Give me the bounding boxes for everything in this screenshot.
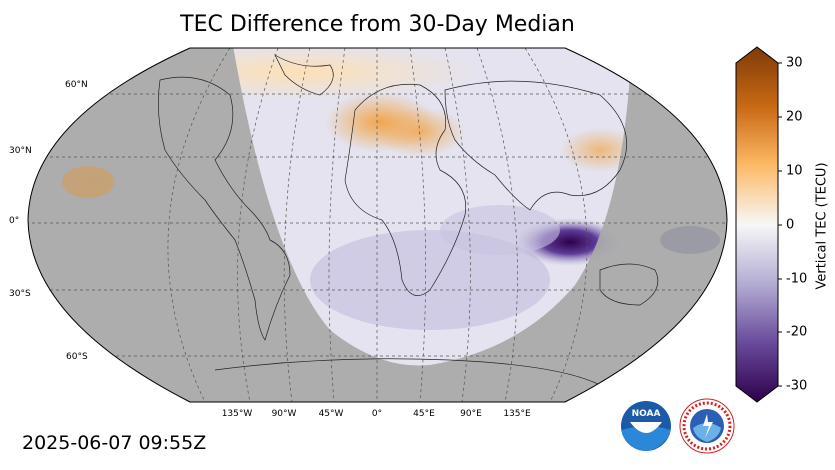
lon-label-0: 0°	[371, 409, 383, 419]
lon-label-135w: 135°W	[221, 409, 253, 419]
colorbar-label: Vertical TEC (TECU)	[814, 162, 830, 290]
cool-anomaly-equator	[440, 205, 560, 255]
colorbar-tick-20: 20	[786, 109, 803, 125]
lon-label-45w: 45°W	[318, 409, 344, 419]
cool-anomaly-south	[310, 230, 550, 330]
lat-label-30s: 30°S	[9, 289, 31, 299]
lon-label-45e: 45°E	[413, 409, 435, 419]
lat-label-60s: 60°S	[66, 352, 88, 362]
warm-anomaly-night	[62, 166, 114, 198]
colorbar-tick-30: 30	[786, 55, 803, 71]
map-border	[27, 47, 728, 403]
map-title: TEC Difference from 30-Day Median	[180, 12, 575, 37]
noaa-logo: NOAA	[621, 401, 671, 451]
colorbar-tick-0: 0	[786, 217, 795, 233]
colorbar	[735, 46, 779, 403]
colorbar-tick-neg20: -20	[786, 324, 808, 340]
lat-label-0: 0°	[9, 216, 20, 226]
colorbar-tick-neg10: -10	[786, 271, 808, 287]
colorbar-tick-neg30: -30	[786, 378, 808, 394]
lon-label-90e: 90°E	[460, 409, 482, 419]
graticule	[28, 48, 727, 402]
lon-label-90w: 90°W	[271, 409, 297, 419]
nws-logo	[679, 398, 735, 454]
warm-anomaly-europe-east	[375, 107, 465, 157]
lon-label-135e: 135°E	[503, 409, 531, 419]
cool-anomaly-night	[660, 226, 720, 254]
colorbar-ticks	[778, 62, 782, 387]
noaa-logo-text: NOAA	[632, 409, 661, 419]
lat-label-60n: 60°N	[65, 80, 88, 90]
timestamp: 2025-06-07 09:55Z	[22, 432, 207, 454]
lat-label-30n: 30°N	[9, 146, 32, 156]
colorbar-tick-10: 10	[786, 163, 803, 179]
night-side-shading	[28, 48, 727, 402]
